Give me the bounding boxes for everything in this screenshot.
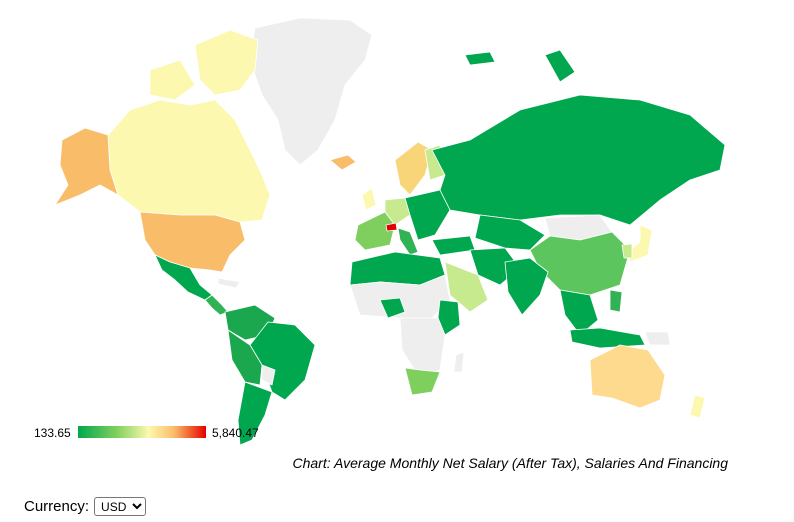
country-ethiopia-kenya[interactable] [437, 299, 461, 336]
country-iceland[interactable] [329, 154, 357, 171]
country-central-africa[interactable] [399, 317, 446, 379]
country-indonesia[interactable] [569, 327, 646, 349]
country-turkey[interactable] [431, 235, 476, 256]
country-eastern-europe[interactable] [404, 189, 451, 241]
country-russia[interactable] [431, 94, 726, 226]
country-china[interactable] [529, 231, 631, 296]
country-italy[interactable] [397, 227, 419, 256]
country-africa-sahel[interactable] [349, 274, 451, 321]
country-norway-sweden[interactable] [394, 141, 433, 196]
country-south-africa[interactable] [404, 367, 441, 396]
currency-label: Currency: [24, 498, 90, 515]
country-canada-islands[interactable] [194, 29, 259, 96]
country-new-zealand[interactable] [689, 394, 706, 419]
country-saudi-arabia[interactable] [444, 261, 489, 313]
country-peru-bolivia[interactable] [227, 329, 263, 386]
country-papua[interactable] [644, 331, 671, 346]
country-canada[interactable] [107, 99, 271, 223]
country-madagascar[interactable] [453, 351, 465, 373]
country-usa[interactable] [139, 211, 246, 273]
country-uk[interactable] [361, 187, 377, 211]
country-germany[interactable] [384, 197, 411, 226]
country-cuba[interactable] [217, 277, 241, 289]
world-map [54, 17, 726, 446]
country-india[interactable] [504, 257, 549, 316]
legend-min-label: 133.65 [34, 426, 71, 440]
currency-select[interactable]: USD [94, 497, 147, 516]
country-canada-islands-west[interactable] [149, 59, 196, 101]
country-russia-franz[interactable] [464, 51, 496, 66]
country-southeast-asia[interactable] [559, 289, 599, 336]
country-switzerland[interactable] [385, 222, 398, 232]
country-australia[interactable] [589, 344, 666, 409]
country-russia-novaya[interactable] [544, 49, 576, 83]
country-central-america[interactable] [204, 294, 229, 316]
country-alaska[interactable] [54, 127, 119, 206]
color-legend: 133.65 5,840.47 [0, 420, 300, 444]
country-korea[interactable] [621, 243, 633, 259]
country-paraguay[interactable] [261, 364, 276, 386]
country-japan[interactable] [627, 224, 653, 263]
legend-max-label: 5,840.47 [212, 426, 259, 440]
chart-caption: Chart: Average Monthly Net Salary (After… [292, 455, 729, 471]
country-kazakhstan[interactable] [474, 214, 546, 251]
country-north-africa[interactable] [349, 251, 446, 286]
country-greenland[interactable] [249, 17, 373, 166]
country-nigeria[interactable] [379, 297, 406, 319]
country-philippines[interactable] [609, 289, 623, 313]
legend-gradient-bar [78, 426, 206, 438]
country-argentina-chile[interactable] [237, 381, 273, 446]
currency-control: Currency: USD [24, 497, 147, 516]
